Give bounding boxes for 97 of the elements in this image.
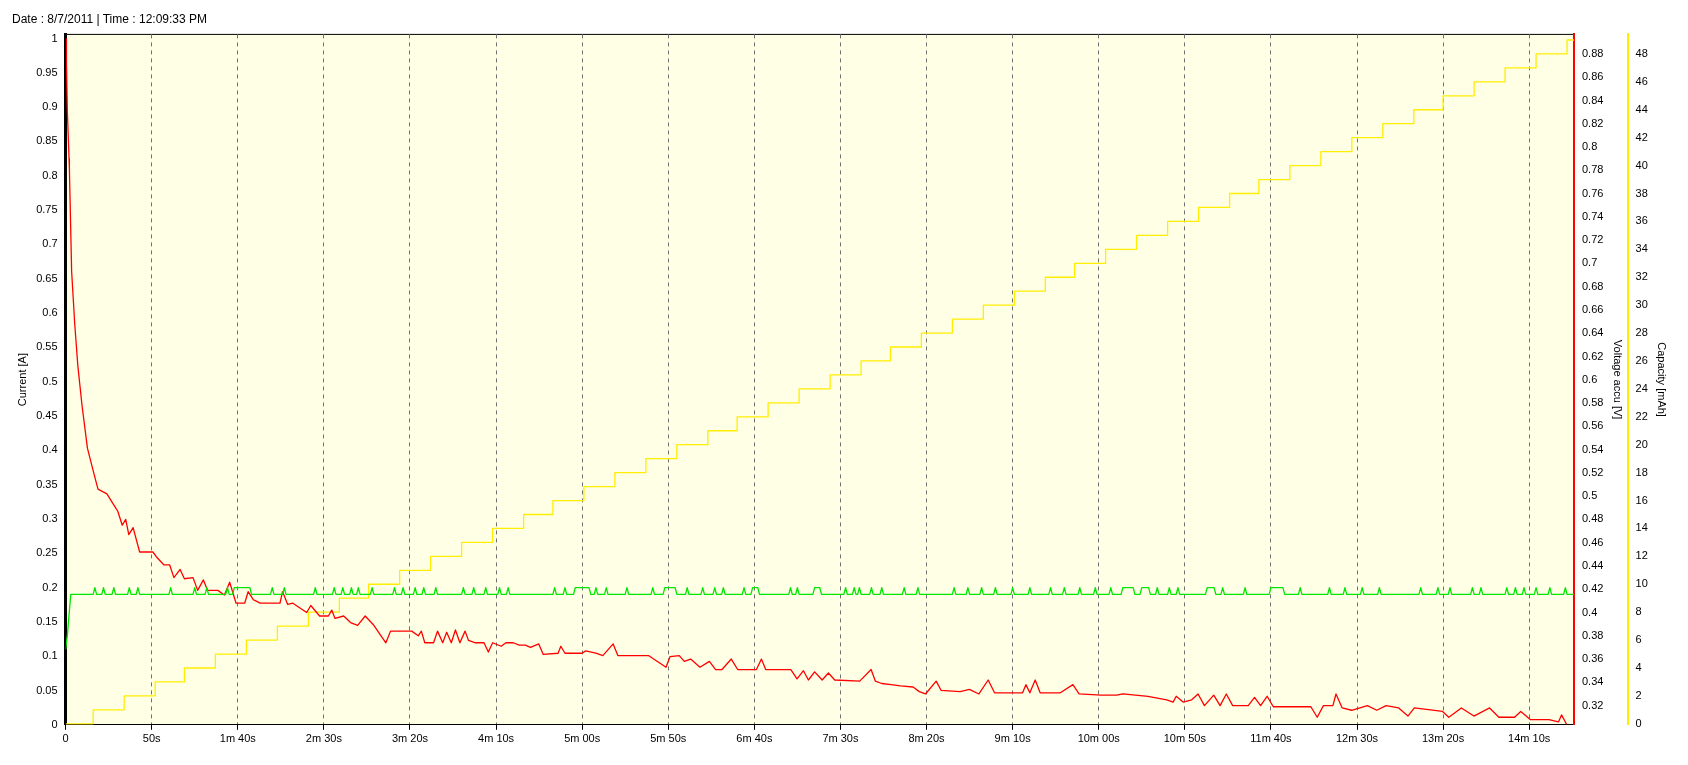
y3-tick-label: 2 — [1635, 688, 1642, 701]
y3-tick-label: 24 — [1635, 381, 1648, 394]
x-tick-label: 7m 30s — [822, 732, 859, 745]
y-tick-label: 0 — [51, 717, 58, 730]
y2-tick-label: 0.82 — [1581, 116, 1604, 129]
y-tick-label: 0.4 — [42, 443, 58, 456]
y3-tick-label: 0 — [1635, 716, 1642, 729]
y3-tick-label: 8 — [1635, 605, 1642, 618]
y3-tick-label: 38 — [1635, 186, 1648, 199]
y2-tick-label: 0.6 — [1581, 372, 1598, 385]
y-tick-label: 0.95 — [36, 65, 58, 78]
y-tick-label: 0.25 — [36, 546, 58, 559]
y2-tick-label: 0.64 — [1581, 326, 1604, 339]
y-tick-label: 0.1 — [42, 649, 58, 662]
x-tick-label: 6m 40s — [736, 732, 773, 745]
y-tick-label: 0.45 — [36, 409, 58, 421]
y2-tick-label: 0.34 — [1581, 675, 1604, 688]
chart-title: Date : 8/7/2011 | Time : 12:09:33 PM — [12, 11, 208, 26]
y-tick-label: 0.2 — [42, 580, 58, 593]
y-tick-label: 0.9 — [42, 100, 58, 113]
x-tick-label: 14m 10s — [1508, 732, 1551, 745]
x-tick-label: 10m 00s — [1077, 732, 1121, 745]
y2-tick-label: 0.48 — [1581, 512, 1604, 525]
y-tick-label: 0.6 — [42, 306, 58, 319]
y2-tick-label: 0.44 — [1581, 558, 1604, 571]
y3-tick-label: 32 — [1635, 270, 1648, 283]
x-tick-label: 10m 50s — [1163, 732, 1207, 745]
y2-tick-label: 0.54 — [1581, 442, 1604, 455]
y-tick-label: 1 — [51, 31, 58, 44]
y2-tick-label: 0.52 — [1581, 465, 1604, 478]
y3-tick-label: 16 — [1635, 493, 1648, 506]
x-tick-label: 13m 20s — [1421, 732, 1465, 745]
y2-tick-label: 0.36 — [1581, 652, 1604, 665]
y2-tick-label: 0.56 — [1581, 419, 1604, 432]
y-axis-title: Current [A] — [15, 353, 28, 407]
y-tick-label: 0.15 — [36, 614, 58, 627]
y-tick-label: 0.8 — [42, 168, 58, 181]
y2-tick-label: 0.8 — [1581, 140, 1598, 153]
y2-tick-label: 0.76 — [1581, 186, 1604, 199]
y2-tick-label: 0.7 — [1581, 256, 1598, 269]
y2-tick-label: 0.58 — [1581, 396, 1604, 409]
x-tick-label: 8m 20s — [908, 732, 946, 745]
y2-tick-label: 0.62 — [1581, 349, 1604, 362]
y3-tick-label: 18 — [1635, 465, 1648, 478]
x-tick-label: 12m 30s — [1335, 732, 1379, 745]
y2-tick-label: 0.42 — [1581, 582, 1604, 595]
y2-tick-label: 0.38 — [1581, 628, 1604, 641]
y-tick-label: 0.7 — [42, 237, 58, 250]
y-tick-label: 0.05 — [36, 683, 58, 696]
x-tick-label: 0 — [62, 732, 69, 745]
y-tick-label: 0.85 — [36, 134, 58, 147]
y3-tick-label: 14 — [1635, 521, 1648, 534]
x-tick-label: 1m 40s — [219, 732, 257, 745]
y2-tick-label: 0.72 — [1581, 233, 1604, 246]
x-tick-label: 5m 00s — [564, 732, 601, 745]
y2-tick-label: 0.32 — [1581, 698, 1604, 711]
y3-tick-label: 6 — [1635, 633, 1642, 646]
y2-tick-label: 0.5 — [1581, 489, 1598, 502]
y3-tick-label: 4 — [1635, 661, 1642, 674]
y3-tick-label: 42 — [1635, 130, 1648, 143]
y2-tick-label: 0.74 — [1581, 209, 1604, 222]
x-tick-label: 50s — [142, 732, 162, 745]
y2-axis-title: Voltage accu [V] — [1611, 339, 1624, 420]
y3-tick-label: 26 — [1635, 354, 1648, 366]
y3-tick-label: 20 — [1635, 437, 1648, 450]
y3-tick-label: 34 — [1635, 242, 1648, 255]
y2-tick-label: 0.88 — [1581, 46, 1604, 59]
y3-tick-label: 48 — [1635, 46, 1648, 59]
x-tick-label: 3m 20s — [391, 732, 429, 745]
x-tick-label: 5m 50s — [650, 732, 687, 745]
x-tick-label: 2m 30s — [305, 732, 343, 745]
x-tick-label: 11m 40s — [1250, 732, 1293, 745]
y3-tick-label: 28 — [1635, 326, 1648, 339]
y2-tick-label: 0.86 — [1581, 70, 1604, 83]
x-tick-label: 4m 10s — [478, 732, 515, 745]
y3-axis-title: Capacity [mAh] — [1656, 342, 1669, 417]
y-tick-label: 0.3 — [42, 511, 58, 524]
y3-tick-label: 46 — [1635, 74, 1648, 87]
y2-tick-label: 0.78 — [1581, 163, 1604, 176]
y3-tick-label: 22 — [1635, 409, 1648, 422]
y3-tick-label: 40 — [1635, 158, 1648, 171]
y2-tick-label: 0.68 — [1581, 279, 1604, 292]
y2-tick-label: 0.46 — [1581, 535, 1604, 548]
y3-tick-label: 30 — [1635, 298, 1648, 311]
y2-tick-label: 0.4 — [1581, 605, 1598, 618]
x-tick-label: 9m 10s — [994, 732, 1032, 745]
y-tick-label: 0.5 — [42, 374, 58, 387]
y2-tick-label: 0.84 — [1581, 93, 1604, 106]
y-tick-label: 0.55 — [36, 340, 58, 353]
y3-tick-label: 44 — [1635, 102, 1648, 115]
y-tick-label: 0.65 — [36, 271, 58, 284]
y3-tick-label: 10 — [1635, 577, 1648, 590]
y3-tick-label: 36 — [1635, 214, 1648, 227]
y-tick-label: 0.75 — [36, 203, 58, 216]
y-tick-label: 0.35 — [36, 477, 58, 490]
y2-tick-label: 0.66 — [1581, 302, 1604, 315]
y3-tick-label: 12 — [1635, 549, 1648, 562]
